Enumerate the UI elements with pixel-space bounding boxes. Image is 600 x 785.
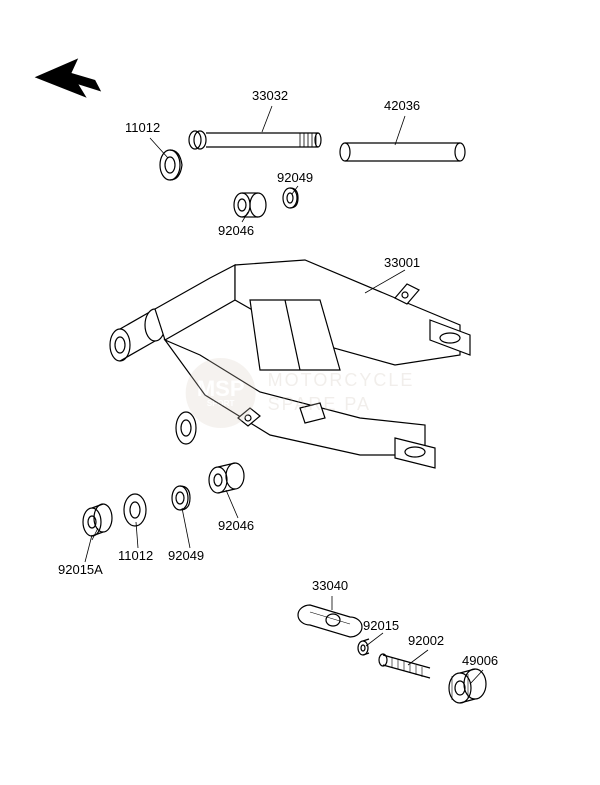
- label-92002: 92002: [408, 633, 444, 648]
- part-pivot-shaft: [189, 131, 321, 149]
- part-nut-adjuster: [358, 639, 369, 655]
- part-swingarm: [110, 260, 470, 468]
- part-sleeve: [340, 143, 465, 161]
- label-92049-lower: 92049: [168, 548, 204, 563]
- diagram-svg: [0, 0, 600, 785]
- part-bolt-adjuster: [379, 654, 430, 678]
- label-92049-upper: 92049: [277, 170, 313, 185]
- label-33040: 33040: [312, 578, 348, 593]
- part-cap-lower: [124, 494, 146, 526]
- part-cap-upper: [160, 150, 182, 180]
- label-33032: 33032: [252, 88, 288, 103]
- part-chain-adjuster: [298, 605, 362, 637]
- label-33001: 33001: [384, 255, 420, 270]
- part-nut-lower-a: [83, 504, 112, 536]
- direction-arrow: [33, 57, 101, 103]
- label-49006: 49006: [462, 653, 498, 668]
- label-42036: 42036: [384, 98, 420, 113]
- label-92046-upper: 92046: [218, 223, 254, 238]
- part-bearing-upper: [234, 193, 266, 217]
- diagram-container: 11012 33032 42036 92046 92049 33001 9201…: [0, 0, 600, 785]
- label-92015-adj: 92015: [363, 618, 399, 633]
- label-11012-upper: 11012: [125, 120, 160, 135]
- part-bearing-lower: [209, 463, 244, 493]
- label-92015a: 92015A: [58, 562, 103, 577]
- part-axle-nut: [449, 669, 486, 703]
- label-92046-lower: 92046: [218, 518, 254, 533]
- label-11012-lower: 11012: [118, 548, 153, 563]
- part-seal-lower: [172, 486, 190, 510]
- part-seal-upper: [283, 188, 298, 208]
